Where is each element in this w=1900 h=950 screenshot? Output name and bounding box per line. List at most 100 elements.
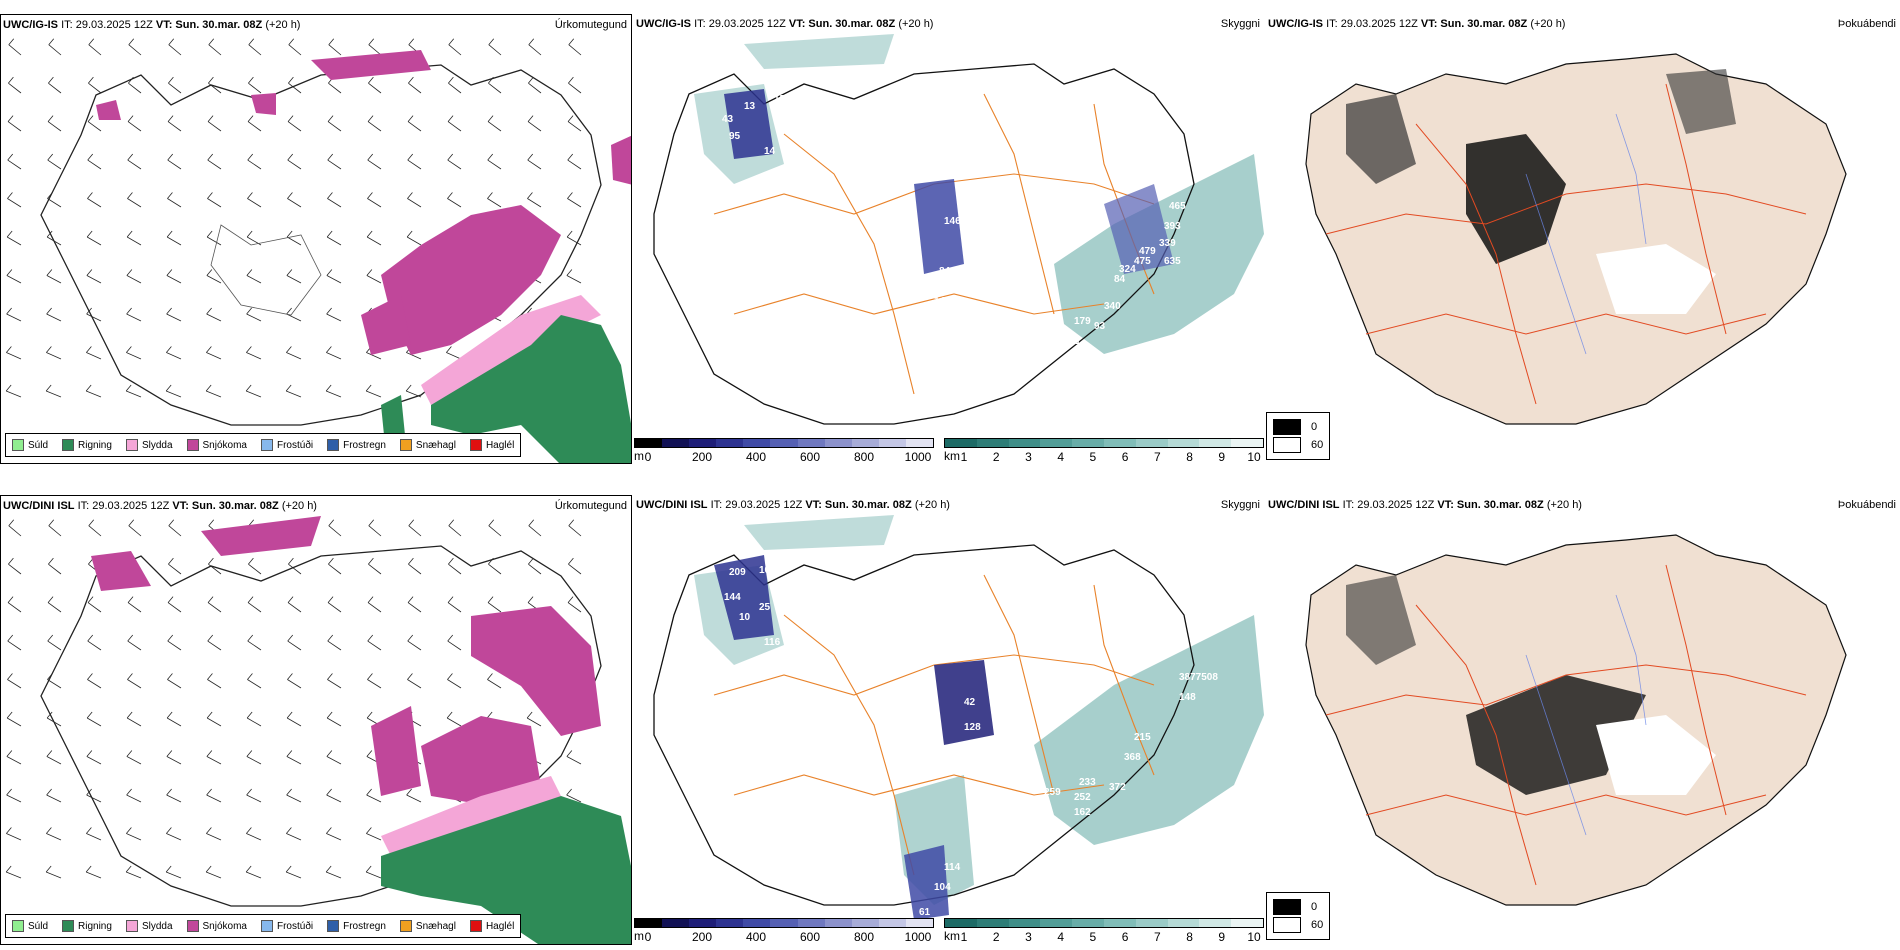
wind-barb-flag	[126, 750, 133, 757]
colorbar-step	[945, 439, 977, 447]
wind-barb	[246, 756, 262, 765]
wind-barb	[126, 275, 142, 284]
wind-barb-flag	[488, 519, 495, 526]
wind-barb-flag	[368, 76, 374, 84]
wind-barb	[287, 602, 302, 613]
wind-barb	[408, 525, 422, 537]
wind-barb-flag	[286, 827, 292, 834]
wind-barb	[127, 640, 142, 651]
colorbar-step	[1040, 919, 1073, 927]
wind-barb	[6, 717, 22, 727]
wind-barb-flag	[246, 230, 253, 238]
cloud-base-value: 13	[964, 211, 976, 222]
colorbar-tick: 9	[1218, 930, 1226, 944]
wind-barb	[206, 352, 222, 360]
wind-barb	[248, 44, 262, 56]
wind-barb-flag	[166, 827, 172, 834]
wind-barb	[488, 44, 502, 56]
wind-barb-flag	[8, 557, 14, 565]
wind-barb	[86, 833, 102, 841]
visibility-area	[744, 34, 894, 69]
wind-barb	[566, 275, 582, 284]
legend-swatch	[327, 920, 340, 932]
wind-barb	[327, 602, 342, 613]
wind-barb-flag	[328, 557, 334, 565]
wind-barb-flag	[447, 115, 454, 122]
iceland-land	[1305, 53, 1847, 425]
wind-barb-flag	[125, 384, 132, 392]
wind-barb	[6, 756, 22, 765]
wind-barb-flag	[487, 153, 494, 161]
wind-barb	[247, 121, 262, 132]
legend-swatch	[12, 920, 24, 932]
wind-barb	[288, 563, 302, 575]
wind-barb-flag	[448, 38, 455, 45]
wind-barb-flag	[285, 865, 292, 873]
snow-area	[471, 606, 601, 736]
colorbar-step	[851, 919, 879, 927]
wind-barb-flag	[207, 153, 214, 161]
wind-barb-flag	[367, 673, 373, 680]
wind-barb-flag	[528, 38, 535, 45]
wind-barb-flag	[245, 384, 252, 392]
wind-barb	[207, 198, 222, 208]
wind-barb-flag	[206, 269, 213, 276]
wind-barb	[7, 198, 22, 208]
wind-barb-flag	[87, 153, 94, 161]
colorbar-step	[770, 439, 798, 447]
wind-barb-flag	[47, 596, 54, 603]
wind-barb-flag	[448, 519, 455, 526]
wind-barb-flag	[87, 192, 93, 199]
wind-barb-flag	[447, 634, 454, 642]
wind-barb-flag	[88, 38, 95, 45]
wind-barb-flag	[566, 788, 572, 796]
wind-barb	[368, 525, 382, 537]
wind-barb-flag	[45, 865, 52, 873]
legend-swatch	[62, 920, 75, 932]
wind-barb	[168, 82, 182, 94]
wind-barb	[86, 352, 102, 360]
panel-header: UWC/IG-IS IT: 29.03.2025 12Z VT: Sun. 30…	[636, 18, 934, 30]
cloud-base-value: 93	[1094, 321, 1106, 332]
wind-barb-flag	[527, 192, 533, 199]
legend-label: Haglél	[485, 920, 515, 932]
colorbar-step	[976, 919, 1009, 927]
colorbar-tick: 9	[1218, 450, 1226, 464]
wind-barb-flag	[208, 557, 214, 565]
wind-barb-flag	[446, 711, 453, 719]
colorbar-step	[716, 439, 744, 447]
wind-barb	[7, 121, 22, 132]
wind-barb-flag	[326, 269, 333, 276]
visibility-colorbar-top: km 1 2 3 4 5 6 7 8 9 10	[944, 438, 1264, 464]
wind-barb	[46, 313, 62, 322]
cloud-base-panel-top: UWC/IG-IS IT: 29.03.2025 12Z VT: Sun. 30…	[634, 14, 1264, 464]
wind-barb	[6, 794, 22, 803]
cloud-base-value: 43	[722, 114, 734, 125]
wind-barb	[46, 275, 62, 284]
wind-barb-flag	[528, 557, 534, 565]
wind-barb	[566, 756, 582, 765]
wind-barb-flag	[206, 230, 213, 238]
wind-barb-flag	[567, 192, 573, 199]
wind-barb-flag	[168, 38, 175, 45]
colorbar-step	[1135, 439, 1168, 447]
wind-barb	[528, 563, 542, 575]
cloud-base-unit: m	[634, 449, 644, 463]
wind-barb-flag	[6, 788, 12, 796]
fog-label: 0	[1311, 421, 1318, 433]
legend-swatch	[186, 439, 199, 451]
wind-barb-flag	[365, 865, 372, 873]
wind-barb	[126, 756, 142, 765]
cloud-base-value: 42	[964, 697, 976, 708]
legend-label: Rigning	[78, 920, 112, 932]
colorbar-tick: 0	[644, 450, 652, 464]
wind-barb-flag	[7, 192, 13, 199]
wind-barb-flag	[48, 76, 54, 84]
iceland-outline	[40, 64, 602, 426]
cloud-base-value: 465	[1169, 201, 1186, 212]
panel-header: UWC/DINI ISL IT: 29.03.2025 12Z VT: Sun.…	[636, 499, 950, 511]
wind-barb	[327, 159, 342, 170]
cloud-base-colorbar-bottom: m 0 200 400 600 800 1000	[634, 918, 934, 944]
